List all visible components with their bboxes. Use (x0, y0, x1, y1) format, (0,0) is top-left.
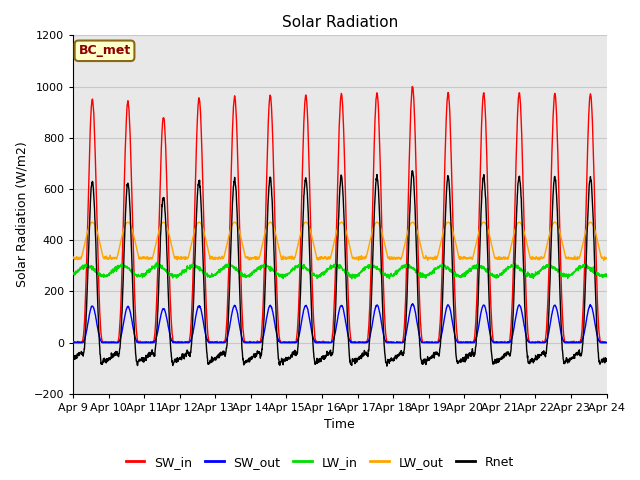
Title: Solar Radiation: Solar Radiation (282, 15, 398, 30)
Text: BC_met: BC_met (79, 44, 131, 57)
X-axis label: Time: Time (324, 419, 355, 432)
Legend: SW_in, SW_out, LW_in, LW_out, Rnet: SW_in, SW_out, LW_in, LW_out, Rnet (120, 451, 520, 474)
Y-axis label: Solar Radiation (W/m2): Solar Radiation (W/m2) (15, 142, 28, 288)
